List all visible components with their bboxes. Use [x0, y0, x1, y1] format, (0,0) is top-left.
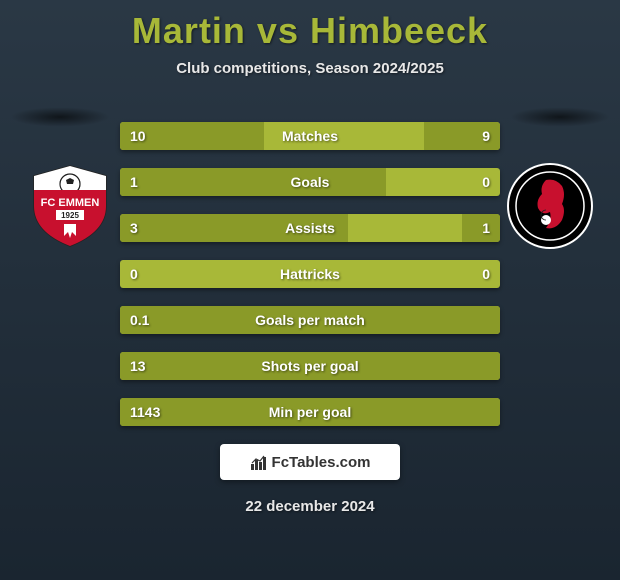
right-team-logo — [506, 162, 594, 250]
left-team-logo: FC EMMEN 1925 — [26, 162, 114, 250]
stat-label: Shots per goal — [120, 358, 500, 374]
stat-row-shots-per-goal: 13Shots per goal — [120, 352, 500, 380]
stat-label: Goals — [120, 174, 500, 190]
stat-row-goals-per-match: 0.1Goals per match — [120, 306, 500, 334]
stat-row-assists: 3Assists1 — [120, 214, 500, 242]
date-label: 22 december 2024 — [0, 498, 620, 515]
stat-right-value: 1 — [482, 220, 490, 236]
brand-text: FcTables.com — [272, 454, 371, 471]
stats-bars: 10Matches91Goals03Assists10Hattricks00.1… — [120, 107, 500, 426]
shadow-left — [10, 107, 110, 127]
stat-row-matches: 10Matches9 — [120, 122, 500, 150]
stat-right-value: 0 — [482, 174, 490, 190]
stat-row-hattricks: 0Hattricks0 — [120, 260, 500, 288]
stat-label: Min per goal — [120, 404, 500, 420]
stat-label: Goals per match — [120, 312, 500, 328]
comparison-content: FC EMMEN 1925 10Matches91Goals03Assists1… — [0, 107, 620, 426]
fctables-brand: FcTables.com — [220, 444, 400, 480]
stat-label: Hattricks — [120, 266, 500, 282]
svg-text:FC EMMEN: FC EMMEN — [41, 197, 100, 209]
page-title: Martin vs Himbeeck — [0, 0, 620, 52]
chart-icon — [250, 453, 268, 471]
helmond-sport-logo-icon — [506, 162, 594, 250]
stat-label: Assists — [120, 220, 500, 236]
stat-row-min-per-goal: 1143Min per goal — [120, 398, 500, 426]
stat-right-value: 9 — [482, 128, 490, 144]
subtitle: Club competitions, Season 2024/2025 — [0, 60, 620, 77]
fc-emmen-logo-icon: FC EMMEN 1925 — [26, 162, 114, 250]
stat-label: Matches — [120, 128, 500, 144]
stat-right-value: 0 — [482, 266, 490, 282]
shadow-right — [510, 107, 610, 127]
svg-text:1925: 1925 — [61, 211, 79, 220]
stat-row-goals: 1Goals0 — [120, 168, 500, 196]
